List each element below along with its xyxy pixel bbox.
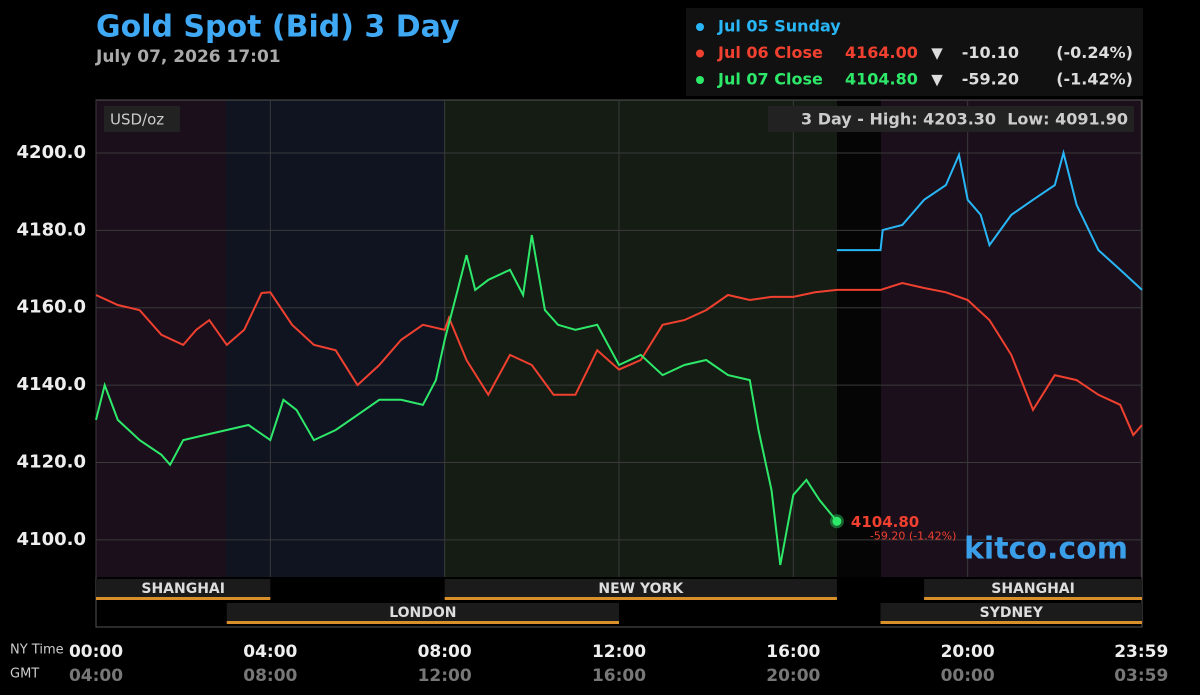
legend-marker — [696, 23, 704, 31]
legend-marker — [696, 76, 704, 84]
unit-box — [104, 106, 180, 132]
session-band — [444, 579, 837, 599]
legend-change-pct: (-1.42%) — [1056, 70, 1133, 89]
legend-arrow: ▼ — [931, 71, 943, 89]
session-label: SHANGHAI — [141, 581, 225, 597]
x-tick-label: 12:00 — [592, 642, 646, 662]
session-label: SHANGHAI — [991, 581, 1075, 597]
legend-name: Jul 06 Close — [717, 43, 823, 62]
legend-change: -10.10 — [962, 43, 1019, 62]
shade-london — [226, 100, 444, 577]
x-label-primary: NY Time — [10, 643, 64, 658]
x-label-secondary: GMT — [10, 667, 39, 682]
y-tick-label: 4120.0 — [17, 451, 86, 472]
gmt-tick-label: 16:00 — [592, 666, 646, 686]
shade-newyork — [444, 100, 837, 577]
session-bar — [96, 597, 271, 600]
session-band — [96, 579, 271, 599]
legend-close: 4164.00 — [845, 43, 918, 62]
y-tick-label: 4180.0 — [17, 219, 86, 240]
legend-box — [686, 8, 1143, 96]
legend-name: Jul 05 Sunday — [717, 17, 841, 36]
y-tick-label: 4140.0 — [17, 374, 86, 395]
session-label: SYDNEY — [980, 605, 1044, 621]
chart-title: Gold Spot (Bid) 3 Day — [96, 10, 460, 45]
session-bar — [880, 621, 1142, 624]
x-tick-label: 23:59 — [1114, 642, 1168, 662]
session-bar — [226, 621, 619, 624]
last-price-label: 4104.80 — [851, 513, 919, 531]
y-tick-label: 4200.0 — [17, 142, 86, 163]
shade-asia — [96, 100, 226, 577]
x-tick-label: 00:00 — [69, 642, 123, 662]
range-box — [768, 106, 1134, 132]
series-line — [95, 281, 1143, 437]
legend-marker — [696, 49, 704, 58]
x-tick-label: 04:00 — [243, 642, 297, 662]
legend-change-pct: (-0.24%) — [1056, 43, 1133, 62]
y-tick-label: 4100.0 — [17, 529, 86, 550]
last-change-label: -59.20 (-1.42%) — [870, 529, 956, 542]
watermark: kitco.com — [964, 532, 1128, 567]
series-line — [836, 149, 1143, 291]
legend-arrow: ▼ — [931, 44, 943, 62]
session-label: NEW YORK — [598, 581, 684, 597]
session-band — [226, 603, 619, 623]
x-tick-label: 20:00 — [941, 642, 995, 662]
gmt-tick-label: 20:00 — [766, 666, 820, 686]
gmt-tick-label: 00:00 — [941, 666, 995, 686]
last-point — [832, 516, 842, 526]
x-tick-label: 16:00 — [766, 642, 820, 662]
gmt-tick-label: 03:59 — [1114, 666, 1168, 686]
shade-asia2 — [881, 100, 1142, 577]
gmt-tick-label: 04:00 — [69, 666, 123, 686]
session-bar — [924, 597, 1142, 600]
legend-name: Jul 07 Close — [717, 70, 823, 89]
gmt-tick-label: 12:00 — [418, 666, 472, 686]
x-tick-label: 08:00 — [418, 642, 472, 662]
session-band — [924, 579, 1142, 599]
range-note: 3 Day - High: 4203.30 Low: 4091.90 — [801, 110, 1128, 129]
series-line — [95, 234, 838, 566]
session-bar — [444, 597, 837, 600]
session-band — [880, 603, 1142, 623]
y-tick-label: 4160.0 — [17, 297, 86, 318]
legend-change: -59.20 — [962, 70, 1019, 89]
session-label: LONDON — [389, 605, 456, 621]
y-unit: USD/oz — [110, 111, 164, 129]
chart-subtitle: July 07, 2026 17:01 — [95, 47, 281, 67]
legend-close: 4104.80 — [845, 70, 918, 89]
gmt-tick-label: 08:00 — [243, 666, 297, 686]
shade-closed — [837, 100, 881, 577]
